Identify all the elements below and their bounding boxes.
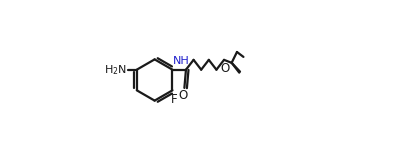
Text: O: O xyxy=(178,89,187,102)
Text: F: F xyxy=(171,92,177,106)
Text: NH: NH xyxy=(173,56,189,66)
Text: H$_2$N: H$_2$N xyxy=(104,63,126,77)
Text: O: O xyxy=(220,62,229,75)
